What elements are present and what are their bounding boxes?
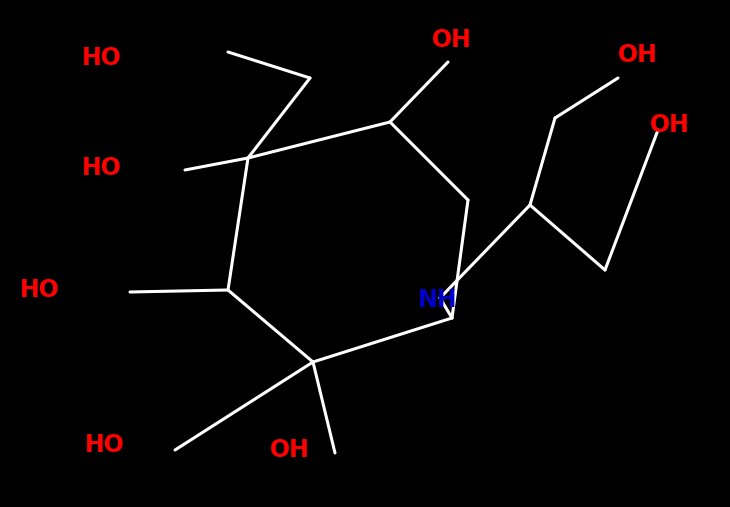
Text: OH: OH [618,43,658,67]
Text: HO: HO [85,433,125,457]
Text: HO: HO [82,46,122,70]
Text: OH: OH [270,438,310,462]
Text: NH: NH [418,288,458,312]
Text: OH: OH [650,113,690,137]
Text: HO: HO [82,156,122,180]
Text: HO: HO [20,278,60,302]
Text: OH: OH [432,28,472,52]
